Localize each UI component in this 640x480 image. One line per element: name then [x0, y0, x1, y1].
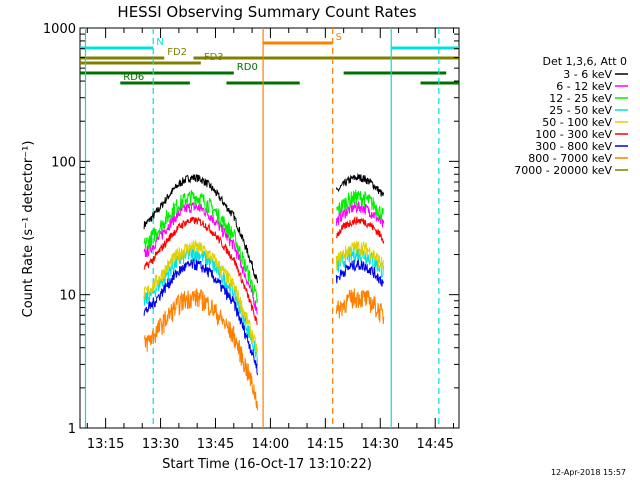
- vertical-markers: [84, 28, 440, 428]
- series-line: [143, 190, 258, 304]
- chart-title: HESSI Observing Summary Count Rates: [117, 3, 416, 21]
- series-line: [143, 288, 258, 411]
- y-tick-label: 1: [68, 422, 76, 437]
- legend-label: 7000 - 20000 keV: [514, 164, 612, 177]
- flag-label: FD3: [204, 52, 224, 63]
- legend-label: 3 - 6 keV: [563, 68, 612, 81]
- y-tick-label: 1000: [43, 22, 76, 37]
- flag-label: RD6: [123, 72, 144, 83]
- series-line: [335, 172, 385, 197]
- series-line: [143, 257, 258, 376]
- legend-label: 800 - 7000 keV: [528, 152, 612, 165]
- plot-border: [79, 27, 460, 429]
- legend-label: 300 - 800 keV: [535, 140, 612, 153]
- legend-label: 100 - 300 keV: [535, 128, 612, 141]
- x-tick-label: 13:45: [197, 437, 234, 452]
- x-tick-label: 14:00: [252, 437, 289, 452]
- plot-frame: [79, 27, 460, 429]
- series-line: [335, 216, 385, 245]
- flag-label: S: [336, 32, 342, 43]
- series-line: [335, 259, 384, 287]
- legend-label: 12 - 25 keV: [549, 92, 612, 105]
- series-line: [143, 174, 258, 284]
- series-line: [335, 240, 385, 270]
- flag-label: FD2: [167, 47, 187, 58]
- y-tick-label: 100: [51, 155, 76, 170]
- legend-header: Det 1,3,6, Att 0: [543, 55, 627, 68]
- series-line: [335, 288, 385, 325]
- observing-flags: N S FD2 FD3 RD0 RD6: [80, 32, 459, 85]
- series-line: [143, 202, 258, 315]
- y-tick-label: 10: [59, 289, 76, 304]
- x-tick-label: 14:15: [307, 437, 344, 452]
- x-tick-label: 13:15: [87, 437, 124, 452]
- x-tick-label: 13:30: [142, 437, 179, 452]
- flag-label: N: [156, 37, 163, 48]
- series-layer: [143, 172, 385, 411]
- legend-label: 50 - 100 keV: [542, 116, 612, 129]
- legend-label: 6 - 12 keV: [556, 80, 612, 93]
- flag-label: RD0: [237, 62, 258, 73]
- y-axis-label: Count Rate (s⁻¹ detector⁻¹): [21, 141, 36, 318]
- series-line: [335, 246, 385, 279]
- legend-label: 25 - 50 keV: [549, 104, 612, 117]
- x-tick-label: 14:45: [416, 437, 453, 452]
- series-line: [143, 240, 258, 354]
- x-axis-label: Start Time (16-Oct-17 13:10:22): [162, 457, 372, 472]
- x-tick-label: 14:30: [362, 437, 399, 452]
- footer-date: 12-Apr-2018 15:57: [551, 468, 626, 477]
- series-line: [143, 216, 258, 326]
- series-line: [336, 189, 384, 221]
- axes: 1 10 100 1000 13:15 13:30 13:45 14:00 14:15 14:30…: [43, 22, 459, 452]
